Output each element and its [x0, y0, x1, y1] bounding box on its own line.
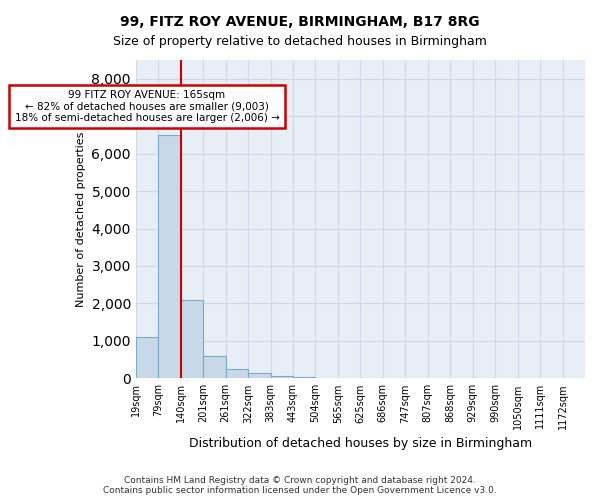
Bar	[181, 300, 203, 378]
Bar	[248, 374, 271, 378]
Text: 99, FITZ ROY AVENUE, BIRMINGHAM, B17 8RG: 99, FITZ ROY AVENUE, BIRMINGHAM, B17 8RG	[120, 15, 480, 29]
Y-axis label: Number of detached properties: Number of detached properties	[76, 132, 86, 307]
Bar	[226, 368, 248, 378]
Bar	[203, 356, 226, 378]
Text: 99 FITZ ROY AVENUE: 165sqm
← 82% of detached houses are smaller (9,003)
18% of s: 99 FITZ ROY AVENUE: 165sqm ← 82% of deta…	[14, 90, 280, 123]
Bar	[293, 377, 316, 378]
Bar	[136, 337, 158, 378]
Bar	[271, 376, 293, 378]
Text: Contains HM Land Registry data © Crown copyright and database right 2024.
Contai: Contains HM Land Registry data © Crown c…	[103, 476, 497, 495]
X-axis label: Distribution of detached houses by size in Birmingham: Distribution of detached houses by size …	[189, 437, 532, 450]
Text: Size of property relative to detached houses in Birmingham: Size of property relative to detached ho…	[113, 35, 487, 48]
Bar	[158, 135, 181, 378]
